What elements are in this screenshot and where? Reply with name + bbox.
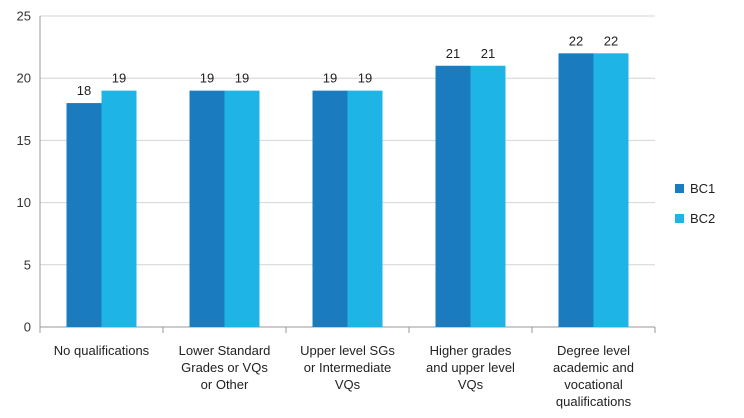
bar-bc2-4 [593, 53, 629, 327]
data-label: 22 [604, 33, 618, 48]
y-tick-label: 10 [17, 195, 31, 210]
bar-bc1-2 [312, 90, 348, 327]
category-label: Degree level [557, 343, 630, 358]
data-label: 18 [77, 83, 91, 98]
data-label: 21 [446, 46, 460, 61]
bar-bc1-4 [558, 53, 594, 327]
bar-bc2-2 [347, 90, 383, 327]
legend-swatch-bc2 [675, 214, 684, 223]
data-label: 21 [481, 46, 495, 61]
data-label: 19 [358, 71, 372, 86]
category-label: VQs [458, 377, 484, 392]
y-tick-label: 20 [17, 71, 31, 86]
y-tick-label: 5 [24, 257, 31, 272]
bar-bc1-1 [189, 90, 225, 327]
data-label: 19 [112, 71, 126, 86]
legend-swatch-bc1 [675, 184, 684, 193]
category-label: or Other [201, 377, 249, 392]
y-tick-label: 0 [24, 320, 31, 335]
y-tick-label: 25 [17, 9, 31, 24]
bar-bc1-3 [435, 65, 471, 327]
category-label: VQs [335, 377, 361, 392]
category-label: or Intermediate [304, 360, 391, 375]
category-label: academic and [553, 360, 634, 375]
bar-bc2-1 [224, 90, 260, 327]
category-label: and upper level [426, 360, 515, 375]
category-label: qualifications [556, 394, 632, 409]
category-label: No qualifications [54, 343, 150, 358]
data-label: 19 [323, 71, 337, 86]
bar-bc1-0 [66, 103, 102, 327]
category-label: Higher grades [430, 343, 512, 358]
bar-bc2-3 [470, 65, 506, 327]
legend-label: BC2 [690, 211, 715, 226]
legend-label: BC1 [690, 181, 715, 196]
bar-bc2-0 [101, 90, 137, 327]
data-label: 19 [200, 71, 214, 86]
category-label: Grades or VQs [181, 360, 268, 375]
data-label: 19 [235, 71, 249, 86]
y-tick-label: 15 [17, 133, 31, 148]
data-label: 22 [569, 33, 583, 48]
category-label: Lower Standard [179, 343, 271, 358]
category-label: Upper level SGs [300, 343, 395, 358]
category-label: vocational [564, 377, 623, 392]
